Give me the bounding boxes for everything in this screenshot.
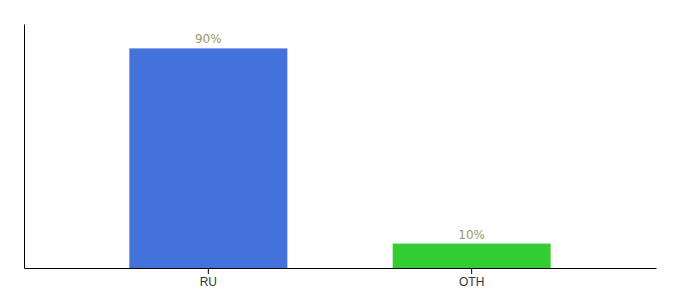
x-tick-label: OTH (459, 275, 484, 289)
x-tick: RU (200, 268, 217, 289)
bar (393, 244, 551, 268)
x-tick-mark (471, 268, 472, 274)
plot: RU OTH 90% 10% (25, 25, 657, 289)
x-tick-label: RU (200, 275, 217, 289)
data-label: 10% (458, 228, 485, 242)
chart: RU OTH 90% 10% (0, 0, 680, 300)
data-label: 90% (195, 32, 222, 46)
x-tick-mark (208, 268, 209, 274)
x-axis: RU OTH (25, 268, 657, 289)
x-tick: OTH (459, 268, 484, 289)
data-labels: 90% 10% (195, 32, 485, 241)
bar (129, 48, 287, 268)
y-axis (24, 25, 25, 269)
y-axis-line (24, 25, 25, 269)
bars (129, 48, 550, 268)
x-axis-line (25, 268, 657, 269)
